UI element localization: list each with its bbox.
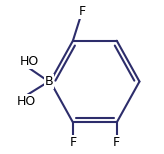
Text: B: B: [44, 75, 53, 88]
Text: HO: HO: [20, 55, 39, 68]
Text: F: F: [69, 136, 76, 148]
Text: F: F: [78, 6, 86, 18]
Text: HO: HO: [17, 95, 36, 108]
Text: F: F: [113, 136, 120, 148]
